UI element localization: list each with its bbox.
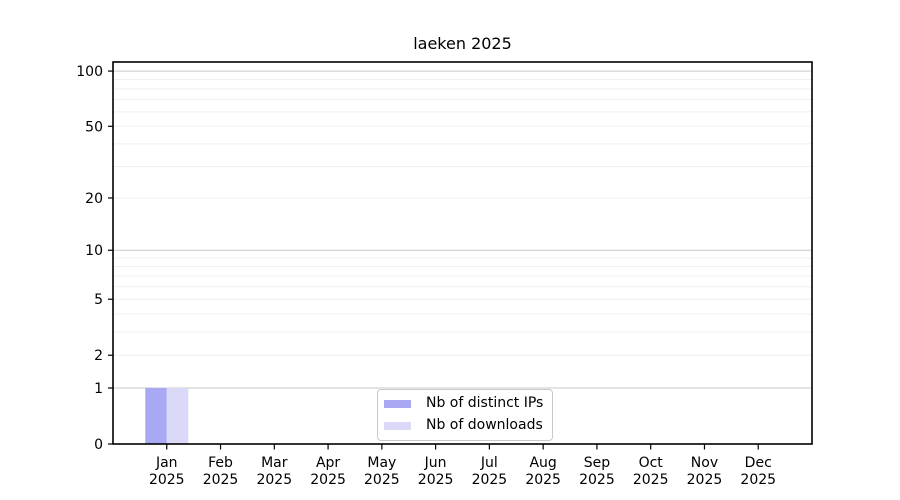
x-tick-label: Sep 2025 xyxy=(579,455,615,488)
x-tick-label: Feb 2025 xyxy=(203,455,239,488)
legend-swatch-downloads-icon xyxy=(384,421,411,430)
x-tick-label: May 2025 xyxy=(364,455,400,488)
chart-title: laeken 2025 xyxy=(413,34,512,53)
y-tick-label: 20 xyxy=(85,191,103,207)
legend-item-downloads: Nb of downloads xyxy=(384,416,543,435)
legend-label-distinct-ips: Nb of distinct IPs xyxy=(426,395,544,411)
y-tick-label: 100 xyxy=(76,64,103,80)
x-tick-label: Jun 2025 xyxy=(418,455,454,488)
x-tick-label: Nov 2025 xyxy=(687,455,723,488)
x-tick-label: Mar 2025 xyxy=(256,455,292,488)
y-tick-label: 2 xyxy=(94,348,103,364)
legend-label-downloads: Nb of downloads xyxy=(426,417,543,433)
x-tick-label: Jan 2025 xyxy=(149,455,185,488)
x-tick-label: Aug 2025 xyxy=(525,455,561,488)
bar-downloads xyxy=(166,387,189,444)
bar-distinct-ips xyxy=(145,387,167,444)
legend: Nb of distinct IPs Nb of downloads xyxy=(377,389,554,441)
plot-border xyxy=(112,61,813,445)
legend-swatch-distinct-ips-icon xyxy=(384,399,411,408)
x-tick-label: Dec 2025 xyxy=(740,455,776,488)
y-tick-label: 1 xyxy=(94,381,103,397)
x-tick-label: Oct 2025 xyxy=(633,455,669,488)
y-tick-label: 5 xyxy=(94,292,103,308)
x-tick-label: Jul 2025 xyxy=(472,455,508,488)
y-tick-label: 0 xyxy=(94,437,103,453)
y-tick-label: 10 xyxy=(85,243,103,259)
y-tick-label: 50 xyxy=(85,119,103,135)
legend-item-distinct-ips: Nb of distinct IPs xyxy=(384,394,543,413)
x-tick-label: Apr 2025 xyxy=(310,455,346,488)
